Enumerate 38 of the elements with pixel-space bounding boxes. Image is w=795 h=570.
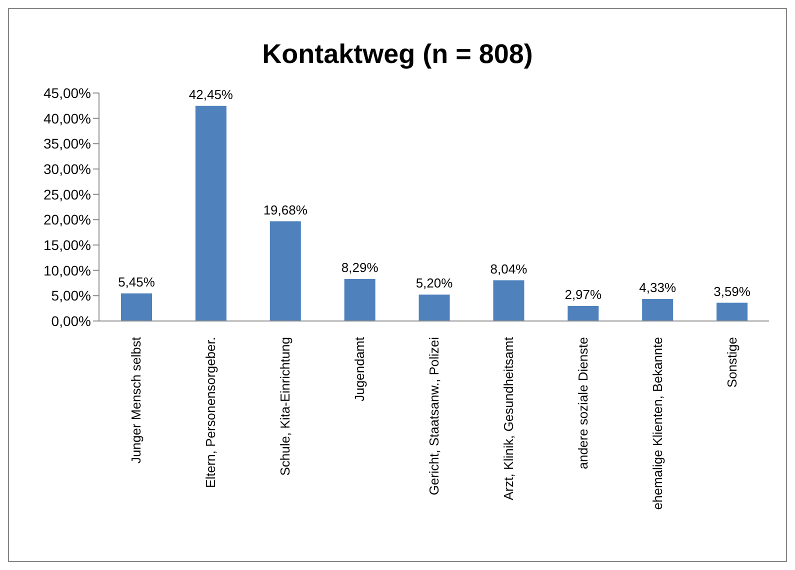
bar bbox=[716, 302, 748, 321]
y-tick-label: 35,00% bbox=[44, 136, 91, 152]
bar bbox=[121, 293, 152, 321]
x-tick-label: Schule, Kita-Einrichtung bbox=[278, 337, 293, 476]
data-label: 42,45% bbox=[188, 86, 234, 102]
data-label: 8,04% bbox=[490, 261, 528, 276]
x-tick-label: Jugendamt bbox=[352, 336, 368, 402]
y-tick-label: 20,00% bbox=[44, 212, 91, 228]
chart-title: Kontaktweg (n = 808) bbox=[261, 39, 534, 71]
bar bbox=[344, 278, 376, 321]
data-label: 19,68% bbox=[263, 202, 308, 218]
y-tick-label: 25,00% bbox=[44, 186, 91, 202]
y-tick-label: 5,00% bbox=[51, 288, 91, 304]
x-tick-label: Gericht, Staatsanw., Polizei bbox=[426, 336, 442, 496]
data-label: 2,97% bbox=[564, 286, 602, 302]
bar bbox=[568, 306, 599, 321]
x-tick-label: Arzt, Klinik, Gesundheitsamt bbox=[500, 336, 516, 500]
y-tick-label: 45,00% bbox=[44, 84, 91, 101]
y-tick-label: 15,00% bbox=[44, 236, 91, 253]
data-label: 3,59% bbox=[714, 284, 751, 299]
x-tick-label: Sonstige bbox=[724, 337, 740, 388]
y-tick-label: 30,00% bbox=[44, 160, 91, 177]
bar bbox=[270, 221, 301, 321]
x-tick-label: andere soziale Dienste bbox=[575, 337, 590, 470]
y-tick-label: 40,00% bbox=[44, 110, 91, 126]
x-tick-label: Eltern, Personensorgeber. bbox=[203, 337, 218, 488]
data-label: 4,33% bbox=[639, 280, 676, 296]
data-label: 5,20% bbox=[416, 276, 454, 291]
bar bbox=[493, 280, 524, 321]
y-tick-label: 0,00% bbox=[51, 312, 91, 329]
bar bbox=[418, 294, 450, 321]
x-tick-label: Junger Mensch selbst bbox=[128, 336, 144, 464]
data-label: 5,45% bbox=[118, 274, 156, 290]
data-label: 8,29% bbox=[341, 260, 379, 275]
bar bbox=[642, 299, 674, 321]
y-tick-label: 10,00% bbox=[44, 262, 91, 278]
bar bbox=[195, 106, 226, 321]
x-tick-label: ehemalige Klienten, Bekannte bbox=[650, 337, 665, 510]
